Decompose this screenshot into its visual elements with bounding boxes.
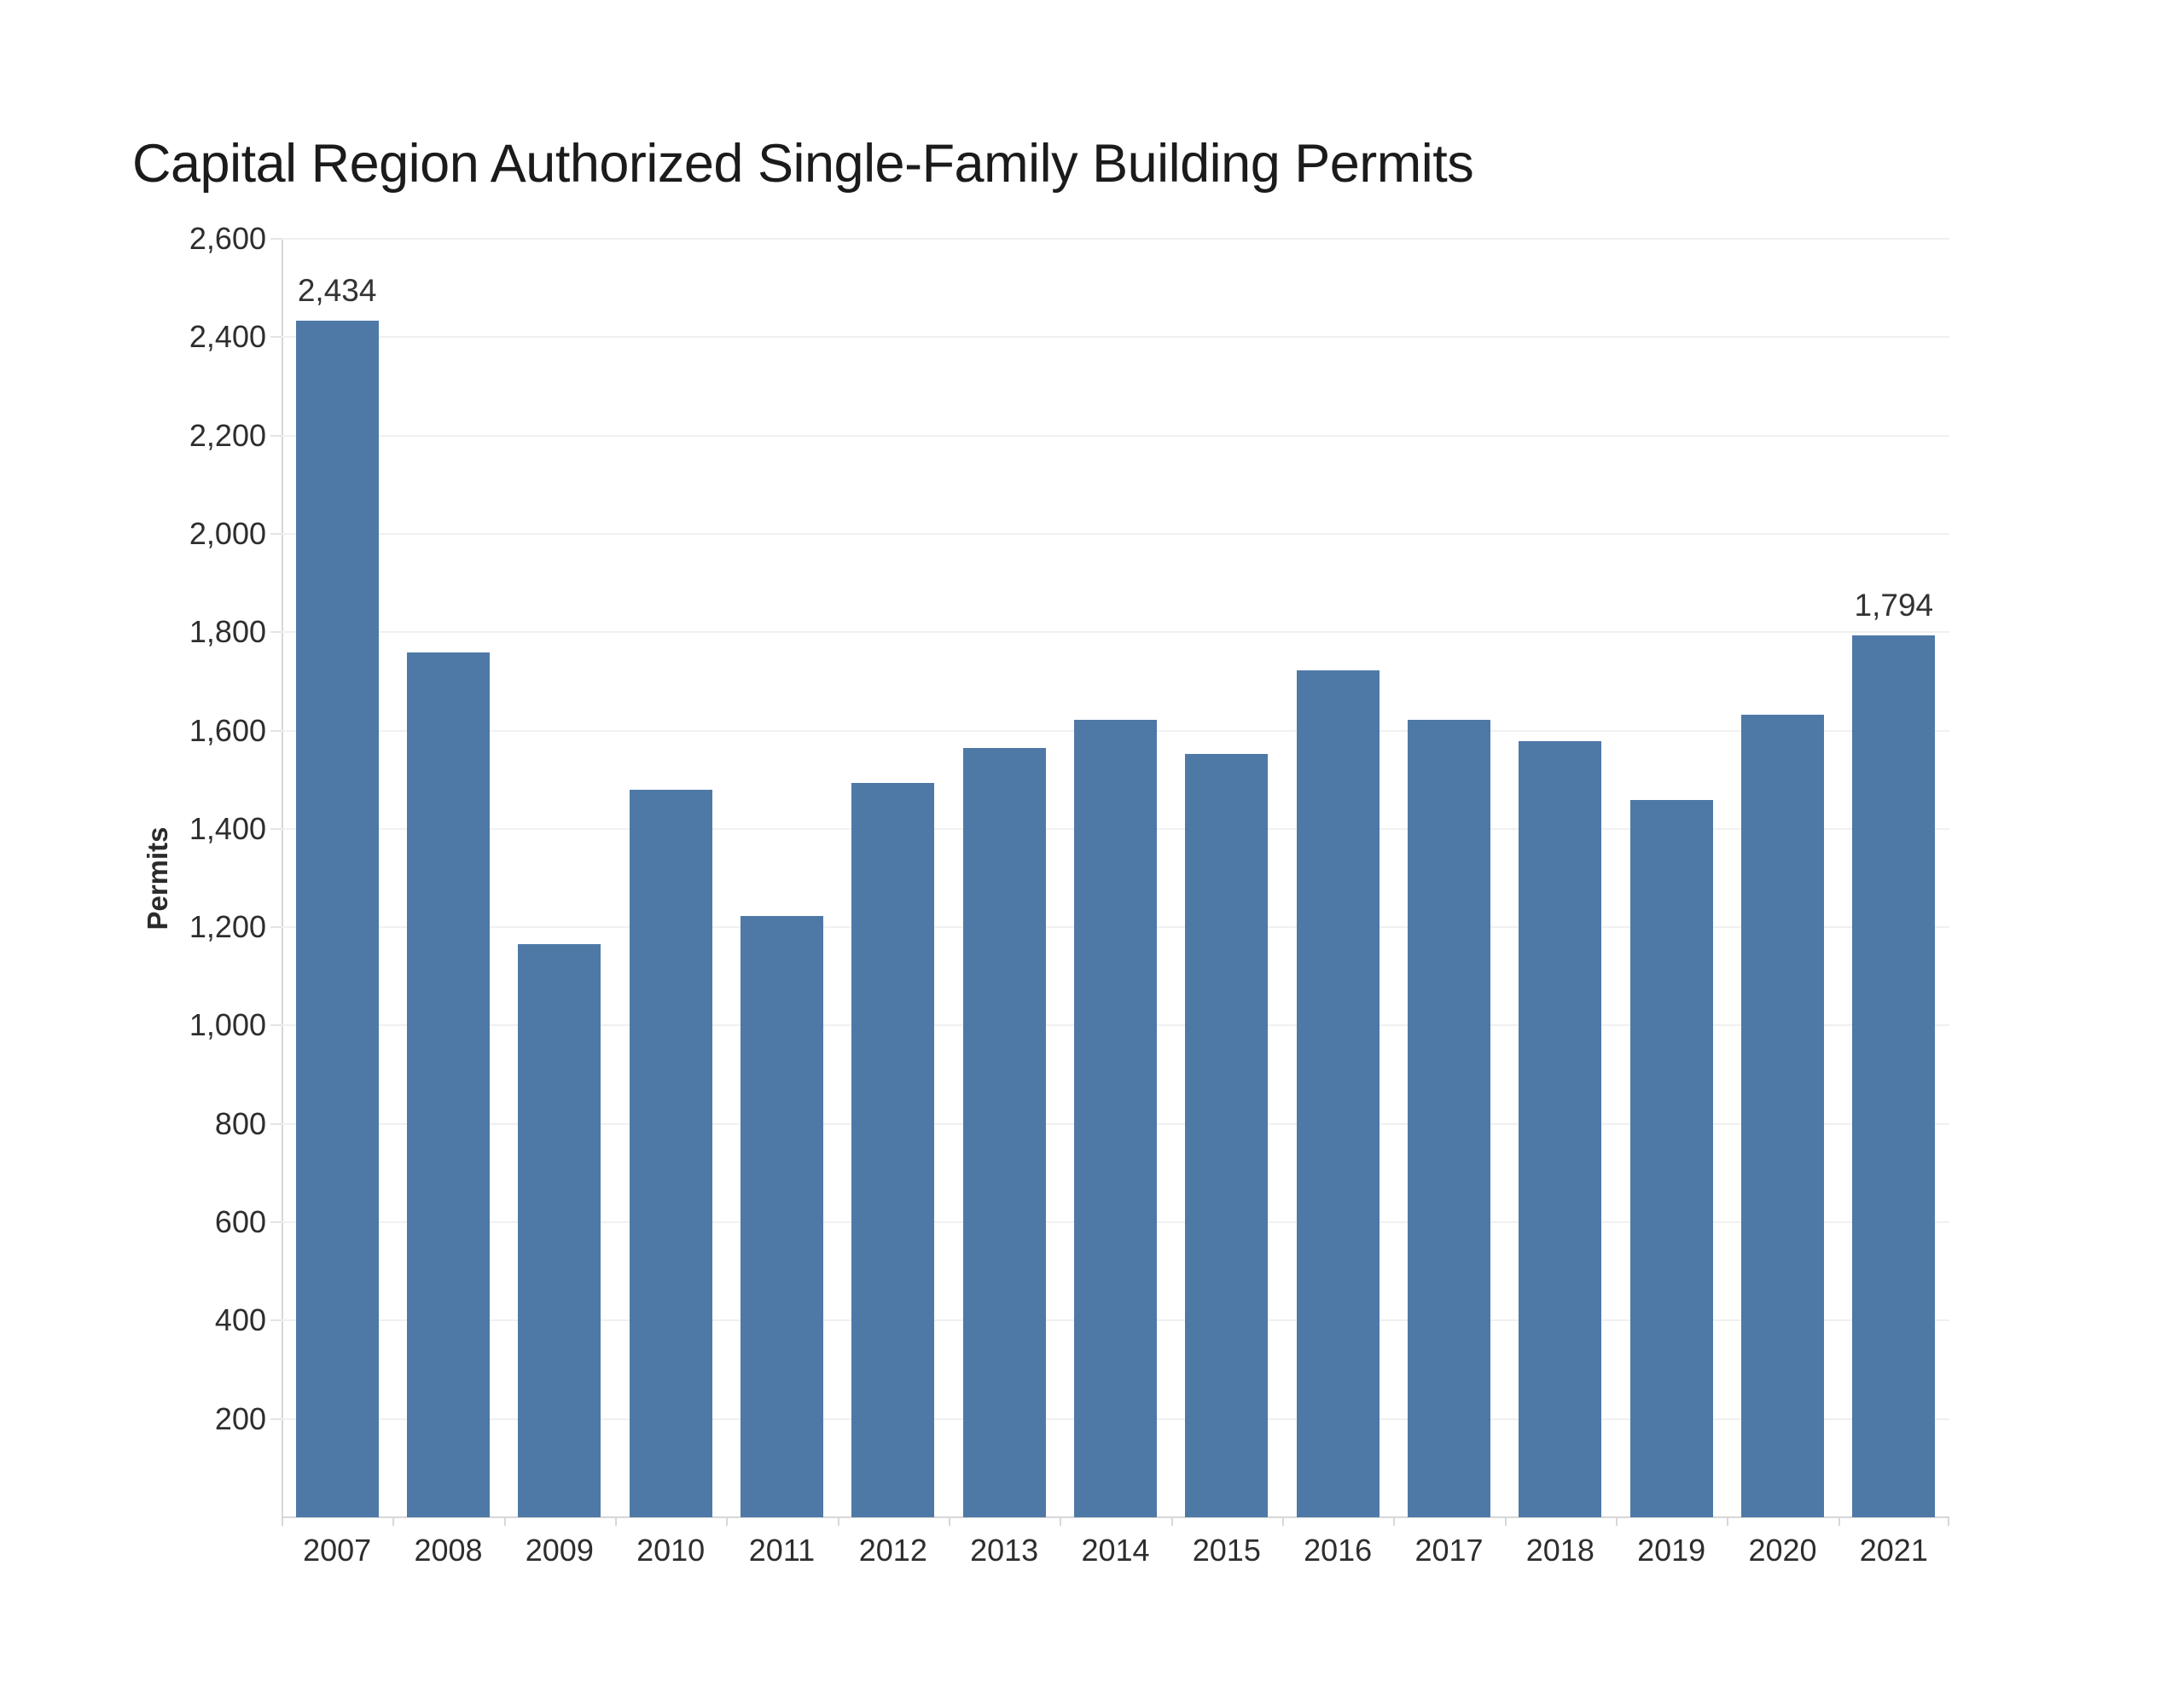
- x-tick-mark: [1727, 1517, 1729, 1526]
- y-tick-label-2,000: 2,000: [189, 515, 266, 551]
- x-tick-mark: [615, 1517, 617, 1526]
- bar-2021[interactable]: [1852, 635, 1936, 1517]
- y-tick-mark: [270, 1417, 282, 1420]
- x-tick-label-2008: 2008: [414, 1533, 483, 1568]
- y-tick-mark: [270, 926, 282, 929]
- y-tick-label-2,600: 2,600: [189, 221, 266, 256]
- y-tick-label-200: 200: [214, 1400, 266, 1436]
- y-tick-label-2,400: 2,400: [189, 319, 266, 355]
- x-tick-mark: [392, 1517, 395, 1526]
- bar-2007[interactable]: [295, 321, 379, 1517]
- chart-title: Capital Region Authorized Single-Family …: [132, 134, 1474, 194]
- bar-value-label-2021: 1,794: [1854, 588, 1934, 623]
- y-axis-line: [282, 238, 283, 1517]
- x-tick-label-2010: 2010: [636, 1533, 706, 1568]
- x-tick-label-2014: 2014: [1081, 1533, 1150, 1568]
- gridline-2,400: [282, 336, 1949, 339]
- x-tick-mark: [726, 1517, 729, 1526]
- x-tick-label-2012: 2012: [858, 1533, 927, 1568]
- plot-area: 2007 2,434 2008 2009 2010 2011 2012 2013 2014 201…: [282, 230, 1949, 1568]
- bar-2018[interactable]: [1519, 741, 1602, 1517]
- x-tick-label-2009: 2009: [525, 1533, 594, 1568]
- bar-2020[interactable]: [1741, 715, 1824, 1517]
- y-tick-label-2,200: 2,200: [189, 417, 266, 453]
- x-axis-line: [282, 1516, 1949, 1518]
- bar-2013[interactable]: [962, 748, 1046, 1517]
- x-tick-mark: [1838, 1517, 1840, 1526]
- y-tick-mark: [270, 238, 282, 240]
- y-tick-mark: [270, 1319, 282, 1322]
- x-tick-label-2020: 2020: [1748, 1533, 1817, 1568]
- x-tick-label-2017: 2017: [1414, 1533, 1484, 1568]
- gridline-2,200: [282, 434, 1949, 437]
- x-tick-label-2013: 2013: [970, 1533, 1039, 1568]
- y-tick-mark: [270, 336, 282, 339]
- bar-2010[interactable]: [629, 790, 712, 1517]
- x-tick-mark: [1948, 1517, 1949, 1526]
- gridline-2,600: [282, 238, 1949, 240]
- y-tick-mark: [270, 532, 282, 535]
- x-tick-label-2007: 2007: [303, 1533, 372, 1568]
- bar-2017[interactable]: [1408, 720, 1490, 1517]
- y-tick-mark: [270, 1221, 282, 1224]
- x-tick-label-2016: 2016: [1304, 1533, 1373, 1568]
- bar-2011[interactable]: [741, 916, 823, 1517]
- x-tick-label-2018: 2018: [1525, 1533, 1594, 1568]
- y-tick-label-1,000: 1,000: [189, 1007, 266, 1043]
- x-tick-mark: [1504, 1517, 1507, 1526]
- y-tick-mark: [270, 827, 282, 830]
- y-tick-label-1,200: 1,200: [189, 909, 266, 945]
- x-tick-mark: [503, 1517, 506, 1526]
- x-tick-label-2019: 2019: [1637, 1533, 1706, 1568]
- y-tick-label-1,600: 1,600: [189, 712, 266, 748]
- bar-2009[interactable]: [518, 944, 601, 1517]
- gridline-2,000: [282, 532, 1949, 535]
- y-tick-mark: [270, 1024, 282, 1027]
- y-tick-mark: [270, 631, 282, 634]
- y-tick-label-1,400: 1,400: [189, 810, 266, 846]
- gridline-1,800: [282, 631, 1949, 634]
- bar-2012[interactable]: [851, 783, 935, 1517]
- bar-value-label-2007: 2,434: [297, 273, 377, 308]
- bar-2008[interactable]: [407, 652, 490, 1517]
- x-tick-mark: [1060, 1517, 1062, 1526]
- bar-2016[interactable]: [1296, 670, 1380, 1517]
- x-tick-mark: [282, 1517, 283, 1526]
- y-tick-label-1,800: 1,800: [189, 614, 266, 650]
- y-tick-mark: [270, 729, 282, 732]
- y-tick-mark: [270, 434, 282, 437]
- x-tick-label-2021: 2021: [1859, 1533, 1928, 1568]
- bar-2019[interactable]: [1629, 800, 1713, 1517]
- y-tick-mark: [270, 1122, 282, 1125]
- x-tick-mark: [1393, 1517, 1396, 1526]
- x-tick-mark: [1170, 1517, 1173, 1526]
- y-tick-label-600: 600: [214, 1204, 266, 1240]
- x-tick-mark: [1282, 1517, 1284, 1526]
- x-tick-mark: [949, 1517, 950, 1526]
- x-tick-label-2015: 2015: [1192, 1533, 1261, 1568]
- x-tick-mark: [837, 1517, 839, 1526]
- x-tick-label-2011: 2011: [748, 1533, 816, 1568]
- bar-2015[interactable]: [1185, 754, 1269, 1517]
- bar-2014[interactable]: [1074, 720, 1157, 1517]
- y-tick-label-800: 800: [214, 1105, 266, 1141]
- y-tick-label-400: 400: [214, 1302, 266, 1338]
- x-tick-mark: [1616, 1517, 1618, 1526]
